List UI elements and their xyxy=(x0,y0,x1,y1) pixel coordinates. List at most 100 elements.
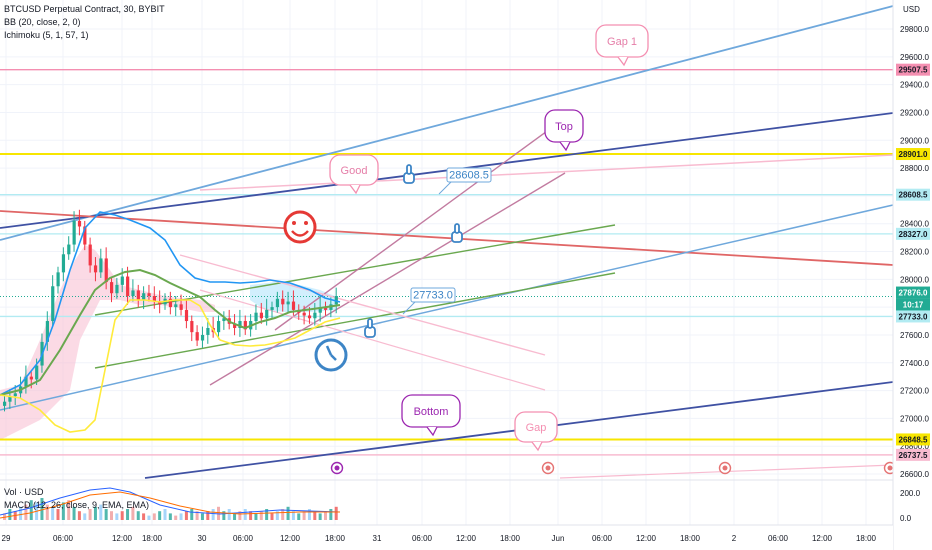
histogram-bar xyxy=(8,509,12,520)
smiley-face xyxy=(283,210,317,244)
smiley-eye-right xyxy=(304,221,308,225)
label-28608-leader xyxy=(438,181,452,195)
candle-body xyxy=(24,376,28,387)
time-tick: 18:00 xyxy=(680,534,701,543)
red-trend-line xyxy=(0,210,894,266)
time-tick: 06:00 xyxy=(233,534,254,543)
histogram-bar xyxy=(291,511,295,520)
event-icon-3 xyxy=(718,461,732,475)
macd-indicator-label[interactable]: MACD (12, 26, close, 9, EMA, EMA) xyxy=(4,500,150,510)
candle-body xyxy=(243,321,247,330)
label-28608-text: 28608.5 xyxy=(449,170,489,182)
histogram-bar xyxy=(222,511,226,520)
histogram-bar xyxy=(147,515,151,520)
candle-body xyxy=(67,244,71,255)
top-bubble-tail xyxy=(559,141,571,152)
gap-bubble-text: Gap xyxy=(526,422,547,434)
histogram-bar xyxy=(99,504,103,520)
time-tick: 18:00 xyxy=(856,534,877,543)
candle-body xyxy=(286,301,290,305)
candle-body xyxy=(259,312,263,319)
green-line-1 xyxy=(94,224,616,316)
candle-body xyxy=(147,293,151,296)
ichimoku-base-line xyxy=(0,268,341,396)
price-tick: 29600.0 xyxy=(900,53,929,62)
time-axis[interactable]: 29 06:00 12:00 18:00 30 06:00 12:00 18:00 31 06:0… xyxy=(0,524,893,550)
histogram-bar xyxy=(136,511,140,520)
histogram-bar xyxy=(190,509,194,520)
bb-indicator-label[interactable]: BB (20, close, 2, 0) xyxy=(4,17,81,27)
price-tick: 27400.0 xyxy=(900,359,929,368)
price-tick: 27200.0 xyxy=(900,387,929,396)
histogram-bar xyxy=(275,511,279,520)
price-tag-bg xyxy=(896,298,930,311)
price-tick: 28400.0 xyxy=(900,220,929,229)
candle-body xyxy=(238,321,242,328)
bottom-bubble-text: Bottom xyxy=(414,406,449,418)
time-tick: 06:00 xyxy=(53,534,74,543)
price-tag: 28608.5 xyxy=(896,188,930,201)
symbol-title[interactable]: BTCUSD Perpetual Contract, 30, BYBIT xyxy=(4,4,165,14)
histogram-bar xyxy=(158,511,162,520)
event-icon-dot xyxy=(545,465,551,471)
event-icon-2 xyxy=(541,461,555,475)
histogram-bar xyxy=(254,513,258,520)
time-tick: 06:00 xyxy=(412,534,433,543)
hand-icon-2-finger xyxy=(454,223,460,234)
label-27733-bg xyxy=(410,287,456,303)
price-tick: 29200.0 xyxy=(900,108,929,117)
lower-channel-line xyxy=(0,204,894,411)
histogram-bar xyxy=(3,513,6,520)
price-tag: 27733.0 xyxy=(896,310,930,323)
smiley-mouth xyxy=(291,230,309,237)
time-tick: 30 xyxy=(198,534,207,543)
price-tag: 29507.5 xyxy=(896,63,930,76)
candle-body xyxy=(77,220,82,227)
histogram-bar xyxy=(120,511,124,520)
price-tag-bg xyxy=(896,63,930,76)
candle-body xyxy=(291,301,296,310)
macd-volume-panel xyxy=(0,487,341,520)
histogram-bar xyxy=(61,502,65,520)
histogram-bar xyxy=(286,506,290,520)
candle-body xyxy=(233,323,237,328)
label-28608: 28608.5 xyxy=(438,167,492,195)
candle-body xyxy=(104,258,108,283)
clock-icon xyxy=(314,338,348,372)
candle-body xyxy=(3,401,7,406)
volume-indicator-label[interactable]: Vol · USD xyxy=(4,487,44,497)
candle-body xyxy=(307,315,312,319)
candle-body xyxy=(152,296,156,302)
histogram-bar xyxy=(281,509,285,520)
label-27733: 27733.0 xyxy=(402,287,456,315)
histogram-bar xyxy=(270,513,274,520)
histogram-bar xyxy=(110,511,113,520)
histogram-bar xyxy=(243,509,247,520)
price-tag-text: 28327.0 xyxy=(899,230,928,239)
histogram-bar xyxy=(168,513,172,520)
candle-body xyxy=(51,286,55,322)
price-tag-bg xyxy=(896,227,930,240)
histogram-bar xyxy=(24,504,28,520)
histogram-bar xyxy=(72,506,76,520)
indicator-lines xyxy=(0,211,341,433)
candle-body xyxy=(83,226,87,245)
price-axis[interactable]: USD 29800.0 29600.0 29400.0 29200.0 29000.0 28… xyxy=(892,0,932,550)
candle-body xyxy=(158,301,162,305)
candle-body xyxy=(174,304,178,308)
histogram-bar xyxy=(56,509,60,520)
time-tick: 2 xyxy=(732,534,737,543)
clock-hand-1 xyxy=(325,345,333,356)
histogram-bar xyxy=(88,509,92,520)
time-tick: 12:00 xyxy=(112,534,133,543)
grid-lines xyxy=(0,0,893,525)
time-tick: 31 xyxy=(373,534,382,543)
histogram-bar xyxy=(329,509,333,520)
hand-icon-3 xyxy=(364,318,376,338)
ichimoku-indicator-label[interactable]: Ichimoku (5, 1, 57, 1) xyxy=(4,30,89,40)
price-tick: 26800.0 xyxy=(900,442,929,451)
time-tick: 06:00 xyxy=(592,534,613,543)
bottom-bubble: Bottom xyxy=(401,394,461,437)
candle-body xyxy=(99,258,103,273)
